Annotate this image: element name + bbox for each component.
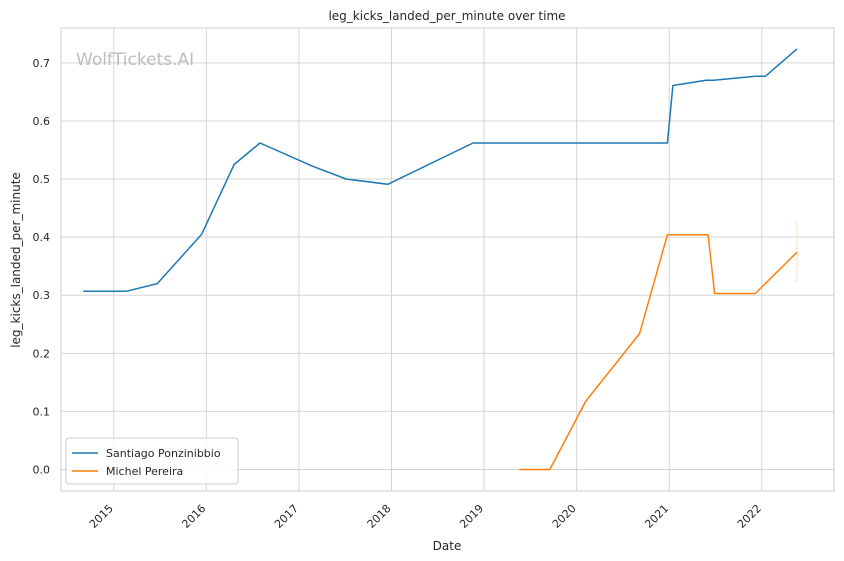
y-tick-label: 0.6 [33,115,51,128]
chart-title: leg_kicks_landed_per_minute over time [328,9,565,23]
y-tick-label: 0.7 [33,57,51,70]
legend-label-santiago-ponzinibbio: Santiago Ponzinibbio [106,447,221,460]
plot-area-frame [60,27,835,492]
grid-lines [61,28,834,491]
series-lines [83,48,798,471]
watermark-text: WolfTickets.AI [76,50,194,70]
y-tick-label: 0.4 [33,231,51,244]
x-tick-label: 2019 [457,502,486,531]
x-tick-label: 2015 [87,502,116,531]
y-tick-label: 0.0 [33,464,51,477]
x-tick-label: 2021 [642,502,671,531]
y-tick-label: 0.5 [33,173,51,186]
series-line-michel-pereira [519,234,798,471]
y-axis-label: leg_kicks_landed_per_minute [9,172,23,348]
series-line-santiago-ponzinibbio [83,48,798,292]
legend-label-michel-pereira: Michel Pereira [106,465,183,478]
y-tick-label: 0.1 [33,405,51,418]
x-axis-label: Date [433,539,462,553]
x-tick-label: 2017 [272,502,301,531]
legend-box [65,437,239,485]
y-tick-label: 0.2 [33,347,51,360]
x-tick-label: 2020 [550,502,579,531]
y-tick-label: 0.3 [33,289,51,302]
x-tick-label: 2016 [179,502,208,531]
x-tick-label: 2018 [365,502,394,531]
legend: Santiago Ponzinibbio Michel Pereira [65,437,239,485]
x-tick-label: 2022 [735,502,764,531]
